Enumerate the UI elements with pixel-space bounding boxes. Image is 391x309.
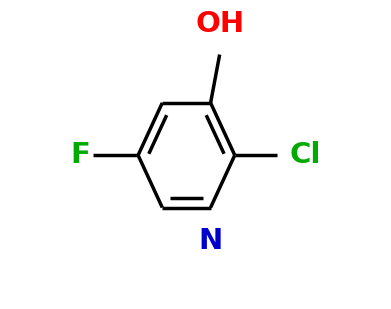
Text: F: F [70, 141, 90, 169]
Text: OH: OH [195, 10, 244, 38]
Text: Cl: Cl [289, 141, 321, 169]
Text: N: N [199, 227, 223, 255]
